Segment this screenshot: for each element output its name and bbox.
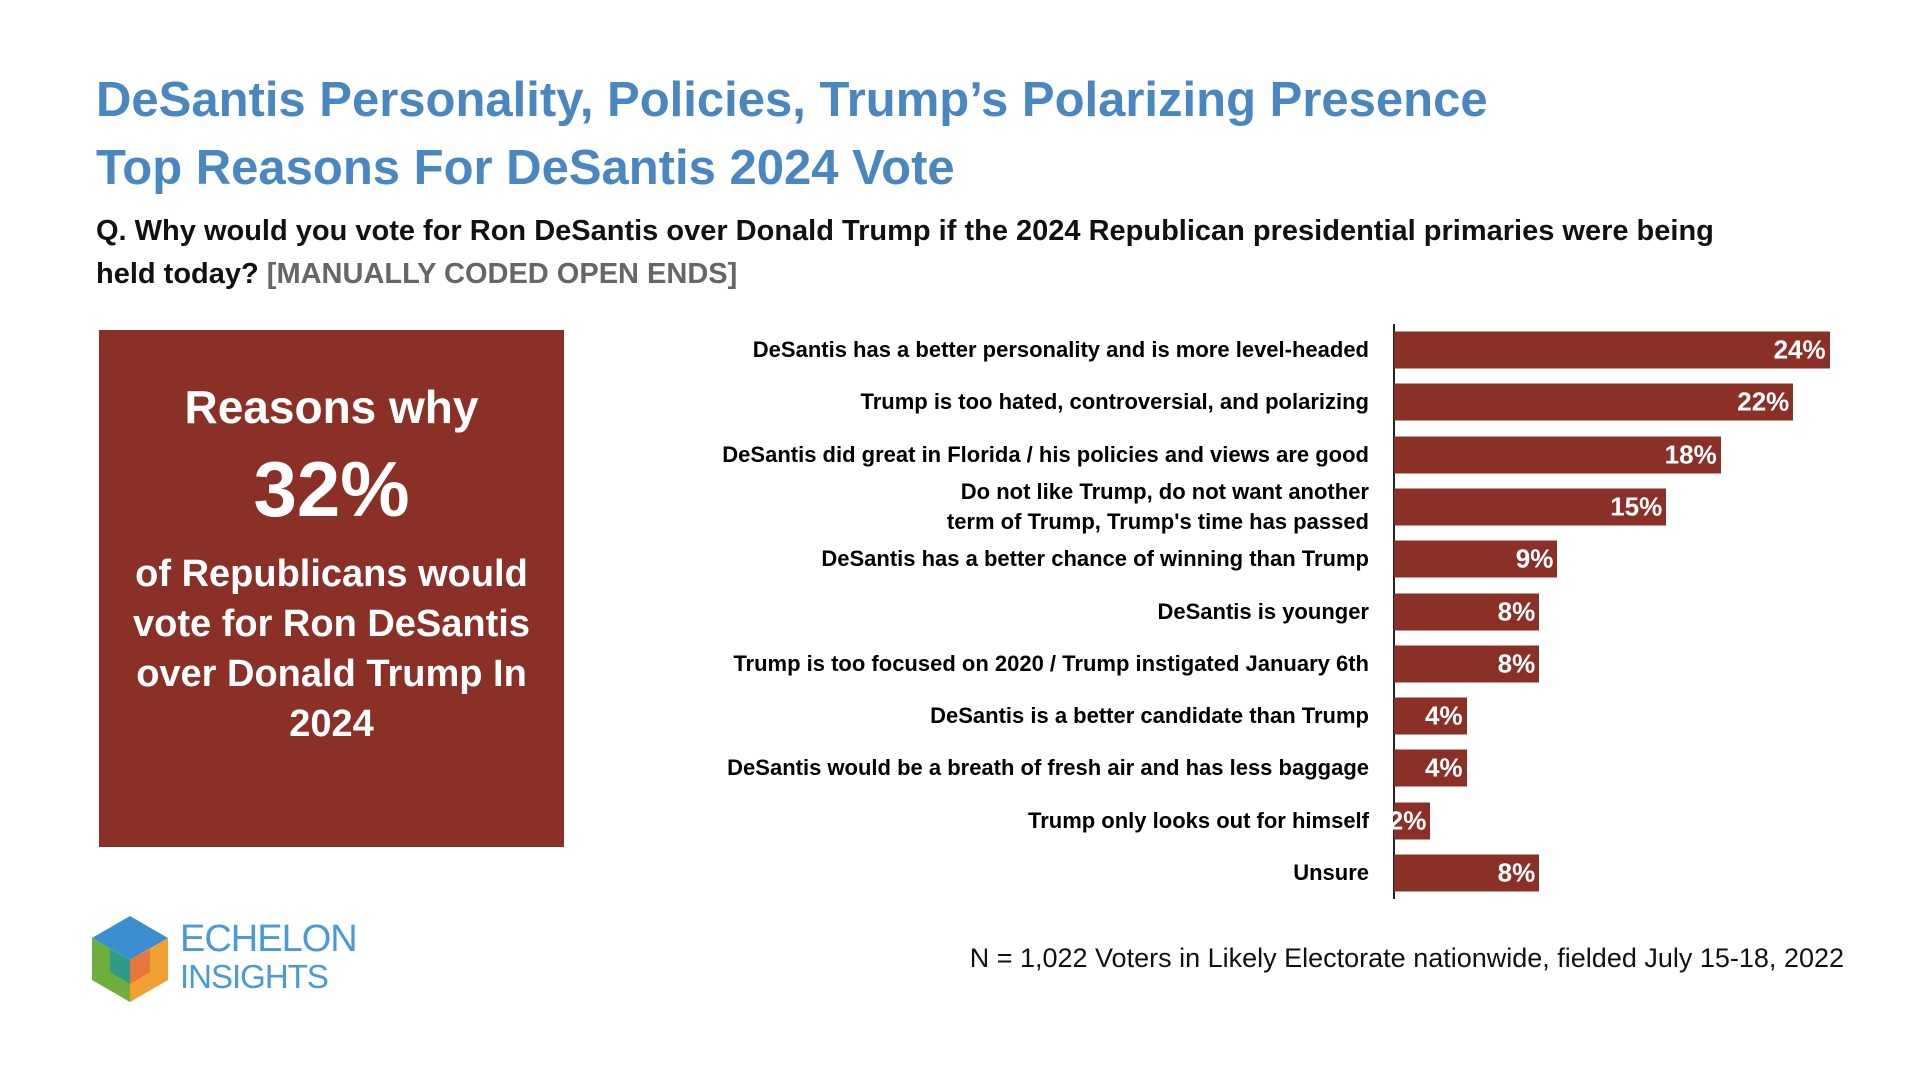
- category-label: Unsure: [1293, 860, 1369, 885]
- value-label: 8%: [1497, 596, 1536, 626]
- bar: [1394, 697, 1467, 735]
- bar: [1394, 802, 1431, 840]
- category-label: DeSantis would be a breath of fresh air …: [727, 755, 1369, 781]
- logo-icon: [92, 916, 168, 1002]
- callout-text: of Republicans would vote for Ron DeSant…: [133, 553, 530, 745]
- category-label: DeSantis did great in Florida / his poli…: [722, 441, 1369, 467]
- callout-figure: 32%: [253, 445, 410, 533]
- value-label: 4%: [1425, 700, 1463, 731]
- question: Q. Why would you vote for Ron DeSantis o…: [96, 210, 1746, 296]
- category-label: DeSantis is a better candidate than Trum…: [930, 703, 1369, 729]
- value-label: 15%: [1610, 491, 1663, 522]
- category-label: Trump only looks out for himself: [1027, 807, 1369, 833]
- bar: [1394, 540, 1558, 578]
- question-note: [MANUALLY CODED OPEN ENDS]: [266, 258, 738, 290]
- value-label: 8%: [1497, 857, 1536, 888]
- bar: [1394, 593, 1540, 630]
- question-text: Q. Why would you vote for Ron DeSantis o…: [96, 215, 1714, 290]
- bar: [1394, 645, 1540, 683]
- bar: [1394, 854, 1540, 892]
- bar: [1394, 383, 1794, 421]
- callout: Reasons why 32% of Republicans would vot…: [99, 330, 564, 847]
- value-label: 2%: [1388, 805, 1427, 836]
- category-label: DeSantis has a better chance of winning …: [821, 546, 1369, 572]
- value-label: 22%: [1737, 386, 1790, 417]
- value-label: 24%: [1773, 334, 1826, 365]
- bar: [1394, 331, 1830, 369]
- title: Top Reasons For DeSantis 2024 Vote: [96, 141, 955, 195]
- category-label: Trump is too focused on 2020 / Trump ins…: [733, 650, 1369, 676]
- logo-text: ECHELON INSIGHTS: [180, 918, 358, 996]
- bar: [1394, 436, 1721, 474]
- value-label: 8%: [1497, 648, 1536, 679]
- title: DeSantis Personality, Policies, Trump’s …: [96, 73, 1488, 127]
- value-label: 18%: [1664, 439, 1717, 470]
- bar: [1394, 488, 1667, 526]
- logo-line: INSIGHTS: [180, 958, 329, 995]
- category-label: DeSantis has a better personality and is…: [752, 337, 1369, 362]
- bar: [1394, 749, 1467, 787]
- callout-lead: Reasons why: [184, 381, 479, 433]
- category-label: Do not like Trump, do not want another t…: [946, 478, 1369, 534]
- footnote: N = 1,022 Voters in Likely Electorate na…: [969, 943, 1844, 973]
- category-label: DeSantis is younger: [1157, 598, 1369, 624]
- value-label: 9%: [1515, 543, 1554, 574]
- category-label: Trump is too hated, controversial, and p…: [860, 389, 1369, 415]
- logo-line: ECHELON: [180, 918, 358, 960]
- value-label: 4%: [1425, 752, 1463, 783]
